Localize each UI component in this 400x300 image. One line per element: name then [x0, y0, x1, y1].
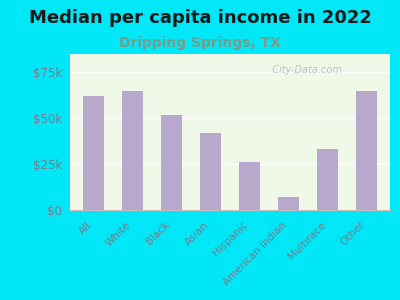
Bar — [278, 197, 299, 210]
Bar — [83, 96, 104, 210]
Bar — [356, 91, 377, 210]
Text: City-Data.com: City-Data.com — [266, 64, 342, 75]
Bar — [317, 149, 338, 210]
Bar — [200, 133, 221, 210]
Bar — [161, 115, 182, 210]
Text: Dripping Springs, TX: Dripping Springs, TX — [119, 36, 281, 50]
Bar — [122, 91, 143, 210]
Text: Median per capita income in 2022: Median per capita income in 2022 — [28, 9, 372, 27]
Bar — [239, 162, 260, 210]
